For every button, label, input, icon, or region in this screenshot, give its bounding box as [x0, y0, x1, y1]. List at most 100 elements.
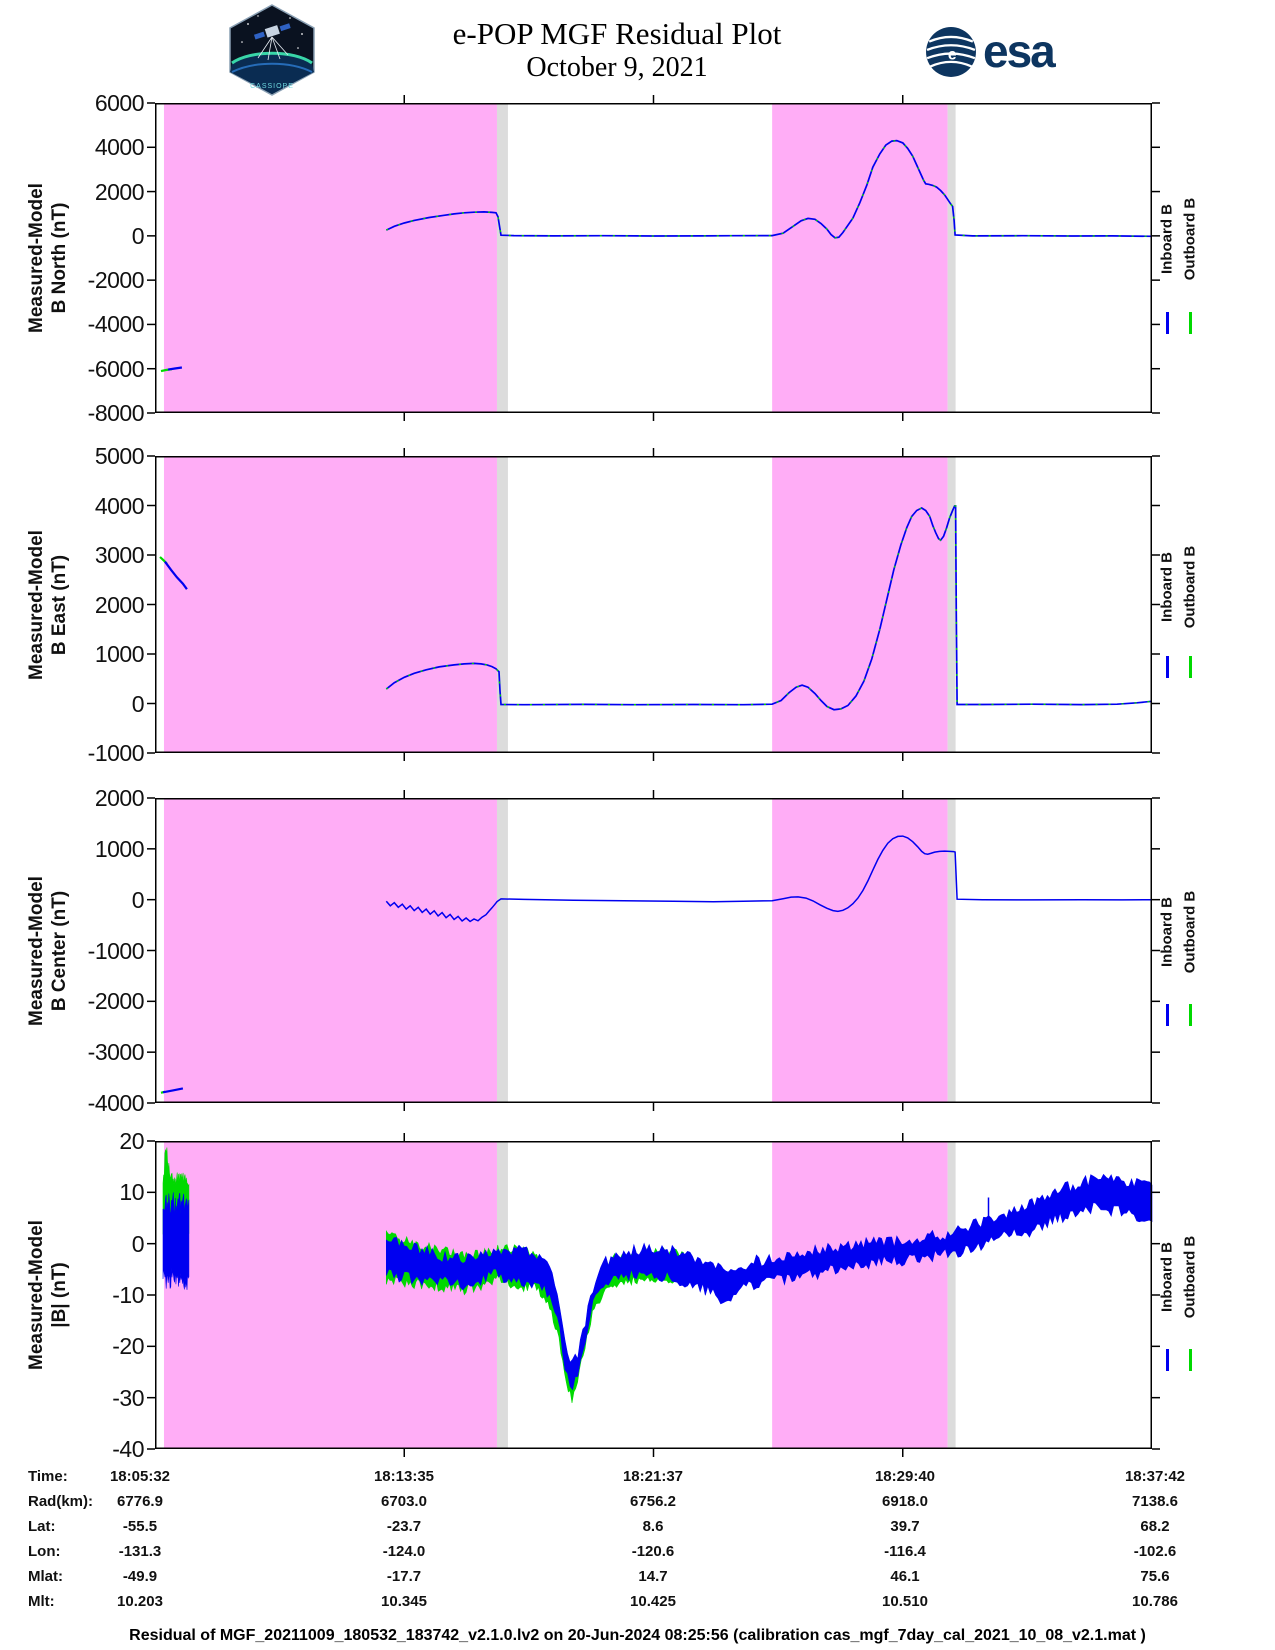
shaded-band: [163, 1141, 497, 1449]
table-cell: 39.7: [890, 1518, 920, 1535]
y-tick-label: -8000: [87, 400, 145, 426]
table-cell: 6756.2: [630, 1493, 676, 1510]
table-cell: 18:05:32: [109, 1468, 171, 1485]
table-cell: -124.0: [382, 1543, 426, 1560]
y-axis-label-line1: Measured-Model: [26, 875, 47, 1026]
y-tick-label: -6000: [87, 355, 145, 382]
shaded-band: [772, 1141, 948, 1449]
legend-label-outboard: Outboard B: [1181, 198, 1199, 281]
table-cell: 10.786: [1132, 1593, 1178, 1610]
series-inboard-main: [385, 139, 1153, 239]
page-title-date: October 9, 2021: [526, 52, 708, 83]
y-tick-label: 1000: [94, 641, 145, 667]
table-row-label: Time:: [28, 1468, 68, 1485]
shaded-band: [947, 798, 956, 1103]
plot-border: [155, 103, 1152, 413]
y-axis-label-text: Measured-Model B Center (nT): [25, 798, 71, 1103]
y-tick-label: 6000: [94, 90, 145, 116]
shaded-band: [947, 1141, 956, 1449]
patch-label: CASSIOPE: [250, 83, 294, 90]
table-cell: 6776.9: [117, 1493, 163, 1510]
y-tick-label: 20: [119, 1128, 144, 1154]
table-row-label: Mlat:: [28, 1568, 63, 1585]
esa-logo-text: esa: [983, 25, 1056, 77]
y-tick-label: -2000: [87, 267, 145, 294]
y-axis-label-line1: Measured-Model: [26, 183, 47, 333]
legend-marker-inboard: [1165, 1003, 1169, 1026]
series-inboard-start-segment: [167, 366, 183, 371]
y-axis-label: Measured-Model B North (nT): [24, 103, 72, 413]
shaded-band: [163, 456, 497, 753]
y-axis-label-line2: B East (nT): [49, 554, 70, 655]
table-cell: 14.7: [638, 1568, 668, 1585]
table-cell: 68.2: [1140, 1518, 1170, 1535]
shaded-band: [496, 1141, 508, 1449]
table-row-label: Mlt:: [28, 1593, 55, 1610]
table-row-label: Lon:: [28, 1543, 61, 1560]
legend-label-inboard: Inboard B: [1158, 204, 1176, 275]
plot-b-magnitude-svg: [147, 1133, 1160, 1457]
table-cell: 10.425: [630, 1593, 676, 1610]
shaded-band: [496, 103, 508, 413]
y-tick-label: 4000: [94, 492, 145, 519]
y-tick-label: 10: [119, 1179, 144, 1206]
series-inboard-main: [385, 835, 1153, 923]
legend-label-inboard: Inboard B: [1158, 551, 1176, 622]
y-tick-label: -30: [112, 1384, 144, 1411]
y-axis-label-line2: |B| (nT): [49, 1262, 70, 1328]
shaded-band: [772, 103, 948, 413]
y-axis-label-text: Measured-Model |B| (nT): [25, 1141, 71, 1449]
table-cell: 18:37:42: [1124, 1468, 1186, 1485]
y-tick-label: 3000: [94, 542, 145, 568]
shaded-band: [163, 798, 497, 1103]
shaded-band: [947, 103, 956, 413]
table-cell: -17.7: [386, 1568, 422, 1585]
table-cell: -131.3: [118, 1543, 162, 1560]
cassiope-patch-icon: CASSIOPE: [229, 4, 315, 96]
y-tick-label: 2000: [94, 591, 145, 618]
table-cell: 6703.0: [381, 1493, 427, 1510]
y-tick-label: 2000: [94, 178, 145, 205]
shaded-band: [772, 798, 948, 1103]
series-inboard-start-segment: [164, 561, 188, 590]
series-inboard-left-band: [162, 1192, 190, 1290]
series-inboard-main: [385, 505, 1153, 711]
plot-b-east-svg: [147, 448, 1160, 761]
plot-border: [155, 456, 1152, 753]
table-row-label: Rad(km):: [28, 1493, 94, 1510]
y-tick-label: -1000: [87, 740, 145, 766]
y-tick-label: 2000: [94, 785, 145, 811]
legend-marker-outboard: [1188, 1003, 1192, 1026]
table-cell: 18:29:40: [874, 1468, 936, 1485]
page-title: e-POP MGF Residual Plot: [452, 16, 782, 51]
y-tick-label: 0: [131, 690, 145, 717]
table-cell: 10.203: [117, 1593, 163, 1610]
y-axis-label-line1: Measured-Model: [26, 529, 47, 680]
shaded-band: [163, 103, 497, 413]
esa-logo: e esa: [925, 25, 1056, 82]
table-cell: -102.6: [1133, 1543, 1177, 1560]
shaded-band: [496, 798, 508, 1103]
y-axis-label-line2: B North (nT): [49, 202, 70, 314]
y-tick-label: -10: [112, 1282, 144, 1308]
y-tick-label: -20: [112, 1333, 144, 1360]
y-axis-label-line1: Measured-Model: [26, 1220, 47, 1370]
y-axis-label: Measured-Model |B| (nT): [24, 1141, 72, 1449]
table-cell: 75.6: [1140, 1568, 1170, 1585]
legend-marker-outboard: [1188, 656, 1192, 679]
esa-globe-icon: e: [926, 27, 976, 77]
table-cell: -23.7: [386, 1518, 422, 1535]
plot-b-north-svg: [147, 95, 1160, 421]
plot-b-center-svg: [147, 790, 1160, 1111]
y-axis-label-text: Measured-Model B North (nT): [25, 103, 71, 413]
legend-label-inboard: Inboard B: [1158, 897, 1176, 968]
legend-label-inboard: Inboard B: [1158, 1241, 1176, 1312]
y-tick-label: -40: [112, 1436, 144, 1462]
table-cell: -55.5: [122, 1518, 158, 1535]
y-tick-label: 0: [131, 1230, 145, 1257]
legend-marker-inboard: [1165, 656, 1169, 679]
table-cell: 7138.6: [1132, 1493, 1178, 1510]
footer-caption: Residual of MGF_20211009_180532_183742_v…: [129, 1627, 1146, 1644]
table-cell: 46.1: [890, 1568, 920, 1585]
